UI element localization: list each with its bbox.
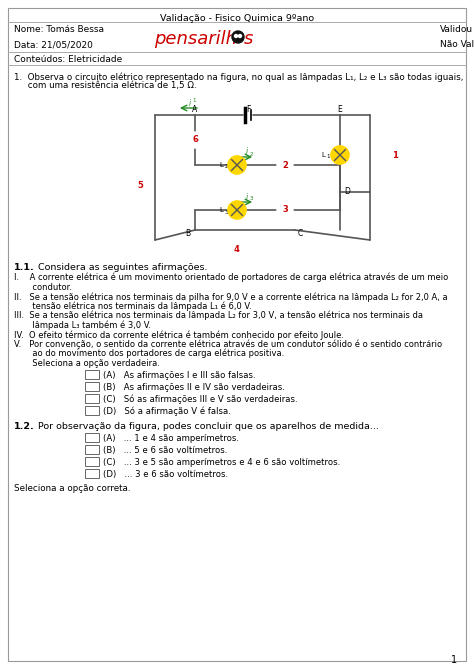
Bar: [85, 469, 99, 478]
Text: 2: 2: [224, 165, 228, 169]
Circle shape: [235, 35, 237, 37]
Text: com uma resistência elétrica de 1,5 Ω.: com uma resistência elétrica de 1,5 Ω.: [14, 81, 197, 90]
Circle shape: [229, 242, 245, 258]
Text: (B)   ... 5 e 6 são voltímetros.: (B) ... 5 e 6 são voltímetros.: [103, 446, 228, 455]
Text: A: A: [192, 106, 198, 114]
Circle shape: [387, 147, 403, 163]
Bar: [85, 433, 99, 442]
Circle shape: [232, 31, 244, 43]
Text: Seleciona a opção correta.: Seleciona a opção correta.: [14, 484, 130, 493]
Text: L: L: [219, 207, 223, 213]
Text: 2: 2: [249, 151, 253, 157]
Text: L: L: [321, 152, 325, 158]
Text: 6: 6: [192, 136, 198, 145]
Text: IV.  O efeito térmico da corrente elétrica é também conhecido por efeito Joule.: IV. O efeito térmico da corrente elétric…: [14, 330, 344, 339]
Text: 3: 3: [249, 197, 253, 201]
Text: (B)   As afirmações II e IV são verdadeiras.: (B) As afirmações II e IV são verdadeira…: [103, 383, 285, 392]
Circle shape: [277, 157, 293, 173]
Bar: [85, 445, 99, 454]
Bar: [85, 370, 99, 379]
Text: 3: 3: [224, 209, 228, 215]
Text: 5: 5: [137, 181, 143, 189]
Bar: [85, 382, 99, 391]
Text: tensão elétrica nos terminais da lâmpada L₁ é 6,0 V.: tensão elétrica nos terminais da lâmpada…: [14, 302, 252, 311]
Text: B: B: [185, 229, 191, 239]
Text: Considera as seguintes afirmações.: Considera as seguintes afirmações.: [32, 263, 208, 272]
Text: (C)   Só as afirmações III e V são verdadeiras.: (C) Só as afirmações III e V são verdade…: [103, 395, 298, 405]
Text: 1.2.: 1.2.: [14, 422, 35, 431]
Text: (A)   ... 1 e 4 são amperímetros.: (A) ... 1 e 4 são amperímetros.: [103, 434, 239, 443]
Text: i: i: [246, 147, 248, 157]
Circle shape: [277, 202, 293, 218]
Text: C: C: [297, 229, 302, 239]
Text: pensarilh: pensarilh: [154, 30, 237, 48]
Bar: [85, 394, 99, 403]
Text: (A)   As afirmações I e III são falsas.: (A) As afirmações I e III são falsas.: [103, 371, 255, 380]
Text: D: D: [344, 187, 350, 197]
Text: E: E: [337, 106, 342, 114]
Text: s: s: [244, 30, 254, 48]
Circle shape: [238, 35, 241, 37]
Circle shape: [132, 177, 148, 193]
Bar: [85, 457, 99, 466]
Text: 4: 4: [234, 246, 240, 254]
Text: i: i: [189, 98, 191, 108]
Text: (C)   ... 3 e 5 são amperímetros e 4 e 6 são voltímetros.: (C) ... 3 e 5 são amperímetros e 4 e 6 s…: [103, 458, 340, 467]
Text: II.   Se a tensão elétrica nos terminais da pilha for 9,0 V e a corrente elétric: II. Se a tensão elétrica nos terminais d…: [14, 292, 447, 302]
Text: lâmpada L₃ também é 3,0 V.: lâmpada L₃ também é 3,0 V.: [14, 320, 151, 330]
Text: 1: 1: [326, 155, 330, 159]
Text: i: i: [246, 193, 248, 201]
Text: Validou: Validou: [440, 25, 473, 34]
Text: Conteúdos: Eletricidade: Conteúdos: Eletricidade: [14, 55, 122, 64]
Text: 1: 1: [451, 655, 457, 665]
Text: Data: 21/05/2020: Data: 21/05/2020: [14, 40, 93, 49]
Circle shape: [228, 201, 246, 219]
Circle shape: [331, 146, 349, 164]
Text: (D)   ... 3 e 6 são voltímetros.: (D) ... 3 e 6 são voltímetros.: [103, 470, 228, 479]
Text: Validação - Fisico Quimica 9ºano: Validação - Fisico Quimica 9ºano: [160, 14, 314, 23]
Text: III.  Se a tensão elétrica nos terminais da lâmpada L₂ for 3,0 V, a tensão elétr: III. Se a tensão elétrica nos terminais …: [14, 311, 423, 320]
Text: 1.1.: 1.1.: [14, 263, 35, 272]
Text: Não Validou: Não Validou: [440, 40, 474, 49]
Circle shape: [228, 156, 246, 174]
Text: 1: 1: [192, 98, 196, 104]
Text: Nome: Tomás Bessa: Nome: Tomás Bessa: [14, 25, 104, 34]
Text: I.    A corrente elétrica é um movimento orientado de portadores de carga elétri: I. A corrente elétrica é um movimento or…: [14, 273, 448, 282]
Text: (D)   Só a afirmação V é falsa.: (D) Só a afirmação V é falsa.: [103, 407, 231, 417]
Circle shape: [187, 132, 203, 148]
Text: F: F: [246, 106, 250, 114]
Text: Por observação da figura, podes concluir que os aparelhos de medida...: Por observação da figura, podes concluir…: [32, 422, 379, 431]
Text: 2: 2: [282, 161, 288, 169]
Text: 3: 3: [282, 205, 288, 215]
Text: ao do movimento dos portadores de carga elétrica positiva.: ao do movimento dos portadores de carga …: [14, 349, 284, 359]
Text: Seleciona a opção verdadeira.: Seleciona a opção verdadeira.: [14, 359, 160, 367]
Text: 1.  Observa o circuito elétrico representado na figura, no qual as lâmpadas L₁, : 1. Observa o circuito elétrico represent…: [14, 72, 464, 82]
Bar: [85, 406, 99, 415]
Text: L: L: [219, 162, 223, 168]
Text: V.   Por convenção, o sentido da corrente elétrica através de um condutor sólido: V. Por convenção, o sentido da corrente …: [14, 339, 442, 349]
Text: 1: 1: [392, 151, 398, 159]
Text: condutor.: condutor.: [14, 282, 72, 292]
